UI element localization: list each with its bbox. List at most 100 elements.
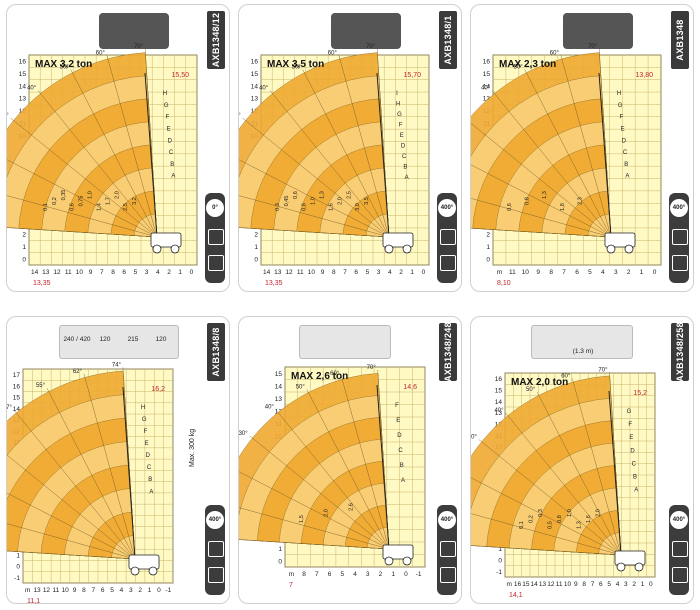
angle-label: 55° [36, 383, 46, 389]
angle-label: 40° [481, 86, 491, 92]
angle-ray [270, 90, 390, 238]
max-reach-label: 8,10 [497, 280, 511, 287]
angle-label: 40° [494, 408, 504, 414]
x-tick-label: 14 [31, 269, 39, 276]
capacity-label: 2,5 [123, 203, 129, 211]
capacity-label: 2,0 [114, 191, 120, 199]
machine-body [150, 232, 182, 248]
max-reach-label: 13,35 [33, 280, 51, 287]
angle-label: 50° [60, 64, 70, 70]
angle-label: 74° [112, 362, 122, 368]
angle-label: 60° [561, 373, 571, 379]
stabilizer-icon [208, 229, 224, 245]
extension-letter: B [633, 475, 637, 481]
extension-letter: F [628, 422, 632, 428]
x-tick-label: 0 [653, 269, 657, 276]
x-tick-label: 6 [122, 269, 126, 276]
extension-letter: F [399, 123, 403, 129]
angle-ray [478, 439, 622, 556]
y-tick-label: 16 [495, 376, 503, 383]
x-tick-label: 10 [522, 269, 530, 276]
angle-ray [341, 375, 390, 550]
attachment-dimension: 120 [156, 336, 167, 343]
x-tick-label: 1 [148, 587, 152, 594]
x-tick-label: 5 [366, 269, 370, 276]
side-info-bar: 400° [437, 193, 457, 283]
angle-ray [338, 55, 390, 238]
angle-ray [572, 378, 622, 556]
x-tick-label: 13 [274, 269, 282, 276]
boom-line [376, 72, 390, 238]
x-tick-label: m [506, 581, 511, 588]
capacity-label: 0,6 [293, 191, 299, 199]
boom-line [376, 384, 390, 550]
y-tick-label: 15 [251, 71, 259, 78]
x-tick-label: 2 [627, 269, 631, 276]
max-height-label: 15,2 [633, 390, 647, 397]
x-tick-label: 5 [134, 269, 138, 276]
capacity-label: 1,6 [586, 515, 592, 523]
capacity-label: 2,6 [348, 503, 354, 511]
max-height-label: 14,6 [403, 384, 417, 391]
max-height-label: 16,2 [151, 386, 165, 393]
angle-ray [242, 118, 390, 238]
capacity-label: 0,1 [43, 203, 49, 211]
angle-ray [83, 373, 136, 560]
extension-letter: E [167, 126, 171, 132]
max-capacity-label: MAX 3,2 ton [35, 59, 92, 70]
capacity-label: 0,45 [284, 196, 290, 207]
x-tick-label: -1 [416, 571, 422, 578]
boom-line [608, 390, 622, 556]
platform-attachment-icon [59, 325, 179, 359]
side-info-bar: 400° [437, 505, 457, 595]
y-tick-label: 16 [13, 383, 21, 390]
capacity-label: 2,0 [595, 509, 601, 517]
capacity-label: 2,5 [346, 191, 352, 199]
load-chart-panel-4: -101234567891011121314151617m13121110987… [6, 316, 230, 605]
extension-letter: F [620, 115, 624, 121]
x-tick-label: 7 [92, 587, 96, 594]
max-reach-label: 13,35 [265, 280, 283, 287]
angle-label: 50° [296, 384, 306, 390]
capacity-label: 1,0 [88, 191, 94, 199]
chart-canvas: 0123456789101112131415161413121110987653… [239, 44, 430, 287]
machine-icon [208, 255, 224, 271]
capacity-label: 0,6 [70, 203, 76, 211]
angle-ray [524, 69, 612, 238]
boom-line [598, 72, 612, 238]
x-tick-label: 11 [556, 581, 563, 588]
stabilizer-icon [440, 229, 456, 245]
capacity-label: 3,2 [132, 197, 138, 205]
y-tick-label: 1 [278, 546, 282, 553]
x-tick-label: 8 [82, 587, 86, 594]
model-tag: AXB1348/12 [207, 11, 225, 69]
x-tick-label: 12 [43, 587, 51, 594]
max-height-label: 13,80 [635, 72, 653, 79]
model-tag: AXB1348/8 [207, 323, 225, 381]
y-tick-label: 2 [486, 232, 490, 239]
angle-label: 30° [239, 113, 241, 119]
x-tick-label: 9 [321, 269, 325, 276]
fork-attachment-icon [563, 13, 633, 49]
capacity-label: 0,8 [525, 197, 531, 205]
y-tick-label: 15 [275, 371, 283, 378]
x-tick-label: 4 [616, 581, 620, 588]
angle-label: 60° [328, 50, 338, 56]
machine-icon [440, 567, 456, 583]
angle-label: 30° [471, 435, 477, 441]
x-tick-label: 16 [514, 581, 522, 588]
angle-label: 70° [598, 367, 608, 373]
x-tick-label: 0 [157, 587, 161, 594]
max-reach-label: 7 [289, 582, 293, 589]
x-tick-label: 8 [302, 571, 306, 578]
weight-note: Max. 300 kg [189, 428, 196, 467]
machine-wheel [170, 244, 180, 254]
extension-letter: C [398, 448, 403, 454]
angle-label: 30° [7, 113, 9, 119]
extension-letter: H [617, 91, 621, 97]
model-tag: AXB1348/248 [439, 322, 457, 382]
x-tick-label: -1 [165, 587, 171, 594]
angle-ray [7, 195, 158, 238]
load-chart-panel-1: 0123456789101112131415161413121110978653… [6, 4, 230, 292]
angle-label: 50° [292, 64, 302, 70]
